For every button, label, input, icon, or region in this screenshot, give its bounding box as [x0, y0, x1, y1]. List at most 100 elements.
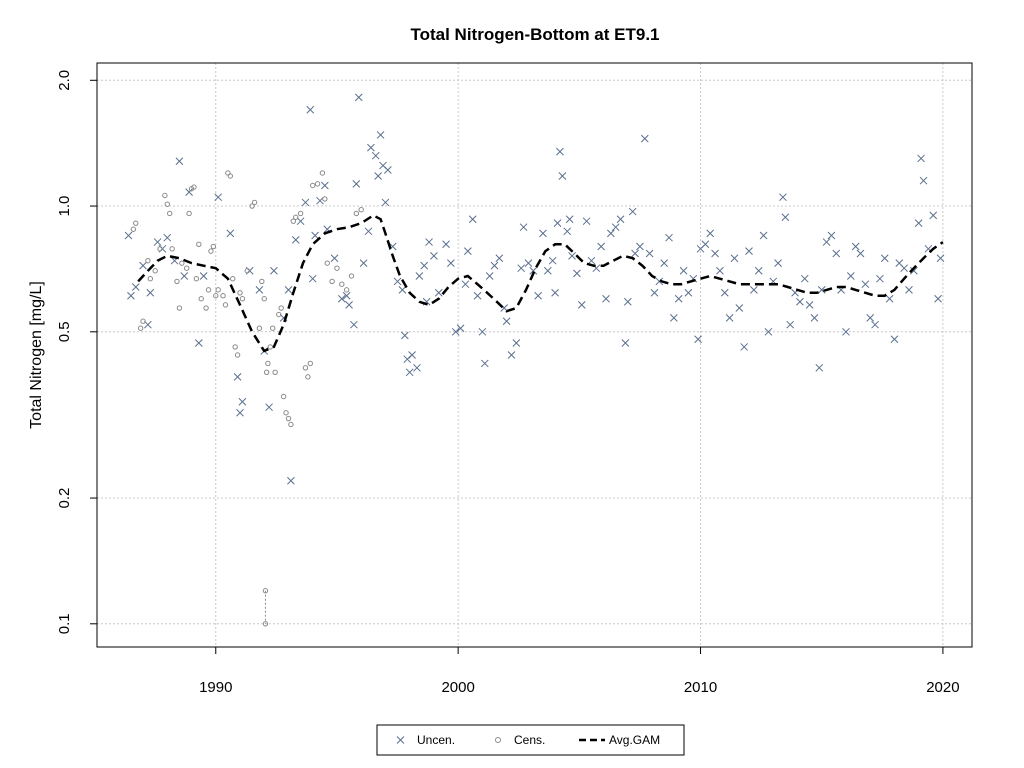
censored-point — [358, 207, 364, 213]
uncensored-point — [543, 266, 552, 275]
censored-point — [215, 287, 221, 293]
uncensored-point — [478, 327, 487, 336]
uncensored-point — [447, 259, 455, 268]
uncensored-point — [490, 261, 499, 270]
y-tick-label: 1.0 — [56, 196, 73, 217]
censored-point — [205, 287, 212, 293]
censored-point — [239, 296, 246, 302]
legend-box — [376, 724, 685, 756]
censored-point — [210, 243, 217, 250]
censored-point — [222, 302, 229, 308]
uncensored-point — [720, 288, 729, 297]
uncensored-point — [577, 301, 586, 309]
uncensored-point — [606, 229, 615, 238]
uncensored-point — [670, 313, 678, 322]
grid-layer — [97, 63, 972, 647]
censored-point — [314, 181, 321, 187]
uncensored-point — [255, 286, 264, 294]
uncensored-point — [909, 266, 918, 275]
censored-point — [307, 360, 313, 367]
censored-point — [152, 268, 158, 274]
uncensored-point — [636, 242, 644, 251]
censored-point — [237, 290, 243, 296]
uncensored-point — [495, 254, 504, 263]
uncensored-point — [330, 254, 339, 263]
censored-point — [343, 287, 350, 293]
uncensored-point — [131, 283, 140, 291]
y-tick-label: 0.1 — [56, 613, 73, 634]
uncensored-point — [519, 223, 528, 232]
uncensored-point — [861, 280, 870, 289]
uncensored-point — [461, 280, 470, 289]
uncensored-point — [674, 294, 683, 303]
censored-point — [137, 325, 144, 331]
uncensored-point — [367, 143, 375, 152]
censored-point — [227, 173, 234, 179]
gam-line — [137, 213, 944, 353]
uncensored-point — [730, 254, 739, 263]
uncensored-point — [558, 172, 567, 180]
censored-point — [278, 305, 284, 311]
uncensored-point — [265, 403, 273, 412]
censored-point — [261, 296, 267, 302]
uncensored-point — [759, 231, 768, 240]
uncensored-point — [451, 327, 460, 336]
uncensored-point — [517, 264, 526, 273]
uncensored-point — [415, 272, 424, 280]
legend-label-gam: Avg.GAM — [609, 733, 660, 747]
uncensored-point — [602, 294, 610, 303]
y-tick-label: 0.2 — [56, 488, 73, 509]
uncensored-point — [320, 181, 329, 190]
censored-point — [265, 360, 271, 367]
uncensored-point — [611, 223, 620, 232]
uncensored-point — [180, 272, 189, 280]
uncensored-point — [582, 217, 591, 226]
uncensored-point — [296, 217, 305, 226]
uncensored-point — [413, 363, 421, 372]
uncensored-point — [393, 277, 402, 286]
legend-censored-marker — [495, 737, 501, 743]
censored-point — [259, 278, 265, 285]
uncensored-point — [306, 105, 315, 114]
censored-point — [262, 621, 269, 627]
uncensored-point — [917, 154, 925, 163]
uncensored-point — [214, 193, 223, 202]
uncensored-point — [124, 231, 133, 240]
uncensored-point — [786, 320, 795, 329]
uncensored-point — [781, 213, 790, 222]
uncensored-point — [153, 238, 162, 246]
uncensored-point — [127, 291, 135, 300]
uncensored-point — [434, 288, 443, 297]
uncensored-point — [900, 264, 908, 273]
uncensored-point — [364, 227, 373, 236]
legend-label-uncensored: Uncen. — [417, 733, 455, 747]
uncensored-point — [679, 266, 688, 275]
censored-point — [322, 196, 328, 202]
censored-point — [191, 184, 197, 190]
censored-point — [310, 182, 316, 189]
censored-point — [297, 210, 304, 217]
uncensored-point — [199, 272, 208, 280]
uncensored-point — [866, 313, 875, 322]
uncensored-point — [754, 266, 763, 275]
uncensored-point — [934, 294, 942, 303]
censored-point — [276, 311, 282, 318]
uncensored-point — [442, 240, 450, 249]
uncensored-point — [342, 291, 351, 300]
uncensored-point — [512, 339, 521, 347]
censored-point — [280, 393, 287, 400]
censored-point — [162, 192, 168, 199]
uncensored-point — [919, 176, 928, 185]
uncensored-point — [233, 373, 242, 381]
legend-uncensored-marker — [396, 736, 405, 744]
uncensored-point — [779, 193, 787, 202]
uncensored-point — [842, 327, 850, 336]
censored-point — [244, 268, 250, 274]
uncensored-point — [725, 313, 734, 322]
censored-point — [305, 374, 311, 380]
uncensored-point — [408, 351, 416, 359]
uncensored-point — [185, 188, 193, 196]
uncensored-point — [631, 249, 639, 258]
censored-point — [283, 410, 289, 416]
